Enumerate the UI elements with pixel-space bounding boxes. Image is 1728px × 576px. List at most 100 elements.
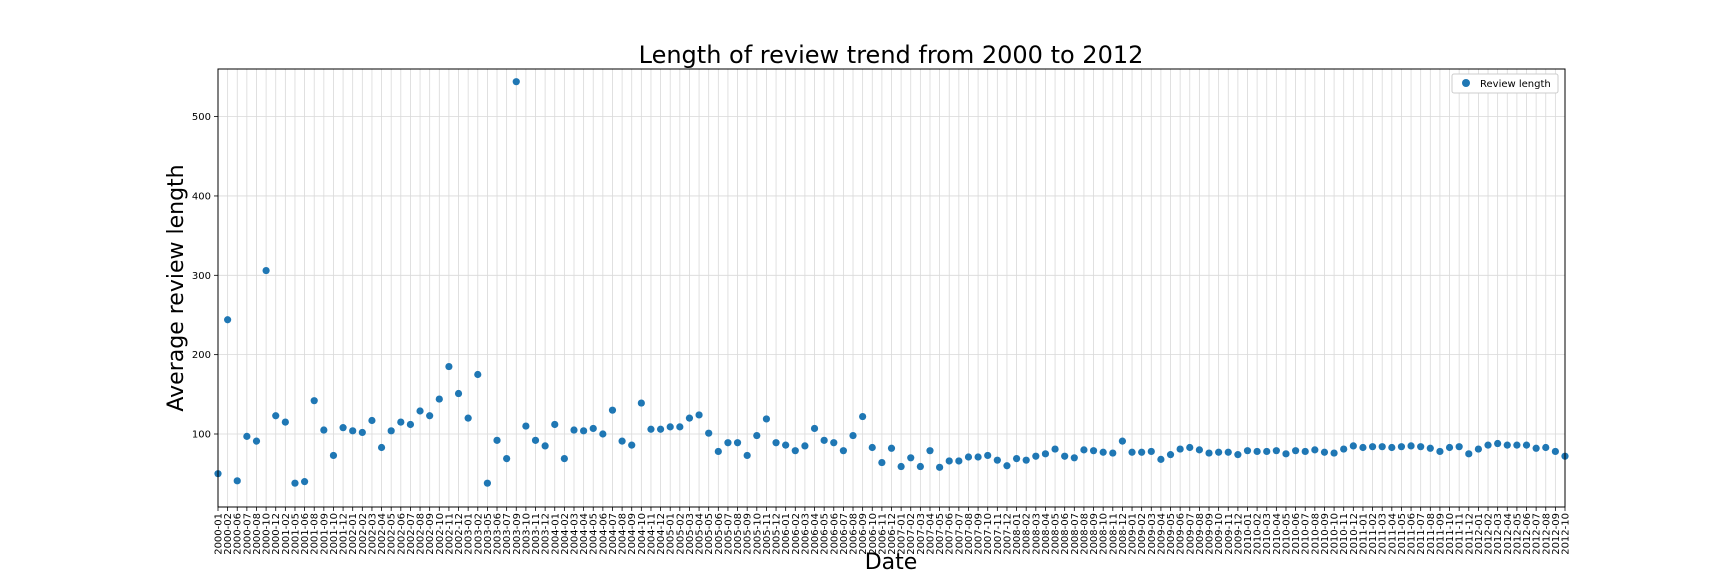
data-point — [1186, 443, 1194, 452]
data-point — [1138, 448, 1146, 456]
x-tick-label: 2004-09 — [627, 513, 638, 555]
data-point — [224, 316, 232, 324]
x-tick-label: 2008-04 — [1041, 513, 1052, 555]
x-tick-label: 2008-07 — [1070, 513, 1081, 555]
x-tick-label: 2010-11 — [1339, 513, 1350, 555]
x-tick-label: 2000-07 — [242, 513, 253, 555]
data-point — [1465, 450, 1473, 458]
x-tick-label: 2003-07 — [502, 513, 513, 555]
x-tick-label: 2010-06 — [1291, 513, 1302, 555]
x-tick-label: 2010-02 — [1253, 513, 1264, 555]
data-point — [782, 441, 790, 449]
data-point — [1522, 441, 1531, 449]
x-tick-label: 2007-05 — [935, 513, 946, 555]
data-point — [1407, 442, 1415, 450]
x-tick-label: 2012-10 — [1561, 513, 1572, 555]
x-tick-label: 2001-10 — [329, 513, 340, 555]
data-point — [955, 457, 963, 465]
x-tick-label: 2010-10 — [1330, 513, 1341, 555]
x-tick-label: 2000-01 — [214, 513, 225, 555]
x-tick-label: 2007-11 — [993, 513, 1004, 555]
data-point — [1051, 445, 1059, 453]
data-point — [1368, 443, 1377, 451]
x-tick-label: 2011-09 — [1435, 513, 1446, 555]
x-tick-label: 2002-05 — [387, 513, 398, 555]
data-point — [1215, 448, 1223, 456]
x-tick-label: 2002-01 — [348, 513, 359, 555]
x-tick-label: 2008-06 — [1060, 513, 1071, 555]
data-point — [570, 426, 578, 434]
data-point — [878, 458, 886, 467]
x-tick-label: 2005-03 — [685, 513, 696, 555]
data-point — [714, 447, 722, 456]
data-point — [1445, 443, 1454, 452]
data-point — [1224, 448, 1232, 456]
data-point — [416, 407, 424, 415]
data-point — [705, 429, 713, 437]
x-tick-label: 2009-08 — [1195, 513, 1206, 555]
data-point — [233, 477, 241, 485]
data-point — [1041, 450, 1050, 458]
data-point — [493, 436, 501, 444]
x-tick-label: 2009-07 — [1185, 513, 1196, 555]
x-tick-label: 2010-05 — [1281, 513, 1292, 555]
x-tick-label: 2004-05 — [589, 513, 600, 555]
data-point — [810, 424, 819, 433]
data-point — [993, 456, 1001, 464]
x-tick-label: 2002-08 — [416, 513, 427, 555]
data-point — [300, 478, 309, 486]
data-point — [310, 397, 318, 405]
x-tick-label: 2007-12 — [1002, 513, 1013, 555]
x-tick-label: 2008-10 — [1099, 513, 1110, 555]
x-tick-label: 2010-08 — [1310, 513, 1321, 555]
x-tick-label: 2012-05 — [1512, 513, 1523, 555]
x-tick-label: 2009-05 — [1166, 513, 1177, 555]
data-point — [281, 418, 289, 426]
data-point — [887, 444, 896, 452]
x-tick-label: 2003-05 — [483, 513, 494, 555]
x-tick-label: 2012-08 — [1541, 513, 1552, 555]
data-point — [656, 425, 665, 433]
data-point — [1032, 452, 1040, 460]
data-point — [368, 416, 376, 425]
data-point — [1109, 449, 1117, 457]
data-point — [1176, 445, 1184, 453]
y-tick-label: 500 — [192, 112, 211, 123]
data-point — [1417, 443, 1425, 451]
x-tick-label: 2012-02 — [1484, 513, 1495, 555]
data-point — [1378, 443, 1386, 451]
x-tick-label: 2004-08 — [618, 513, 629, 555]
data-point — [897, 462, 905, 471]
x-tick-label: 2002-02 — [358, 513, 369, 555]
x-tick-label: 2004-07 — [608, 513, 619, 555]
data-point — [1292, 447, 1300, 455]
x-tick-label: 2007-06 — [945, 513, 956, 555]
x-tick-label: 2000-06 — [233, 513, 244, 555]
x-tick-label: 2009-10 — [1214, 513, 1225, 555]
x-tick-label: 2002-11 — [444, 513, 455, 555]
legend-label-review-length: Review length — [1480, 79, 1551, 90]
data-point — [1070, 454, 1078, 462]
x-tick-label: 2004-12 — [656, 513, 667, 555]
x-tick-label: 2011-11 — [1455, 513, 1466, 555]
x-tick-label: 2001-08 — [310, 513, 321, 555]
data-point — [377, 443, 386, 452]
x-tick-label: 2011-03 — [1378, 513, 1389, 555]
data-point — [1503, 441, 1511, 449]
data-point — [637, 399, 645, 407]
data-point — [243, 432, 251, 440]
x-tick-label: 2011-01 — [1358, 513, 1369, 555]
x-tick-label: 2007-10 — [983, 513, 994, 555]
data-point — [560, 454, 568, 463]
x-tick-label: 2006-09 — [858, 513, 869, 555]
data-point — [666, 423, 674, 431]
legend-marker-review-length — [1462, 79, 1470, 87]
x-tick-label: 2004-02 — [560, 513, 571, 555]
x-tick-label: 2005-06 — [714, 513, 725, 555]
data-point — [1234, 451, 1242, 459]
data-point — [1012, 454, 1021, 463]
data-point — [859, 412, 867, 421]
x-tick-label: 2002-04 — [377, 513, 388, 555]
data-point — [762, 415, 771, 423]
